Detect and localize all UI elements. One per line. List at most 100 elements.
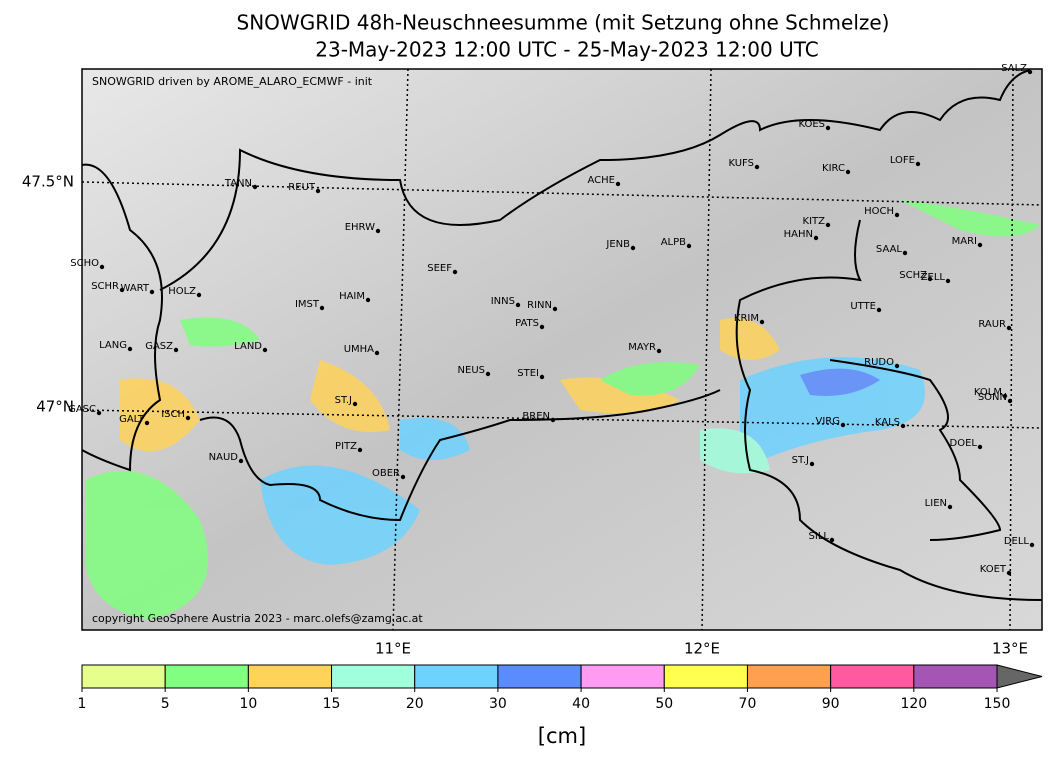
station-label: NEUS [458, 365, 485, 376]
station-label: HAHN [784, 229, 813, 240]
station-dot [829, 537, 835, 543]
colorbar-segment [414, 664, 499, 689]
station-dot [809, 461, 815, 467]
station-dot [825, 222, 831, 228]
colorbar-segment [497, 664, 582, 689]
map: TANN REUTACHEKUFSKOESKIRCLOFESALZEHRWJENB… [68, 63, 1043, 631]
station-label: OBER [372, 468, 400, 479]
station-dot [144, 420, 150, 426]
station-dot [977, 242, 983, 248]
station-dot [630, 245, 636, 251]
station-dot [947, 504, 953, 510]
station-dot [1006, 325, 1012, 331]
station-label: ST.J [335, 395, 352, 406]
station-label: KOES [798, 119, 825, 130]
station-dot [927, 276, 933, 282]
station-label: HOLZ [168, 286, 196, 297]
station-dot [876, 307, 882, 313]
snow-areas [85, 200, 1040, 620]
axis-labels: 47.5°N 47°N 11°E 12°E 13°E [22, 173, 1028, 658]
station-label: BREN [522, 411, 550, 422]
station-label: LAND [234, 341, 262, 352]
station-dot [357, 447, 363, 453]
station-label: RUDO [864, 357, 894, 368]
lon-label: 12°E [684, 640, 720, 658]
station-label: IMST [295, 299, 320, 310]
colorbar-segment [81, 664, 166, 689]
station-label: WART [120, 283, 149, 294]
station-dot [945, 278, 951, 284]
station-dot [550, 417, 556, 423]
station-dot [539, 324, 545, 330]
station-label: UTTE [850, 301, 876, 312]
graticule [81, 68, 1043, 631]
station-label: KRIM [734, 313, 759, 324]
station-label: ACHE [588, 175, 616, 186]
station-dot [400, 474, 406, 480]
station-dot [127, 346, 133, 352]
colorbar-tick-label: 5 [161, 696, 170, 712]
station-label: NAUD [209, 452, 239, 463]
colorbar-segment [913, 664, 998, 689]
station-dot [96, 410, 102, 416]
station-label: LIEN [925, 498, 947, 509]
colorbar-extend [996, 664, 1043, 689]
station-label: HAIM [339, 291, 365, 302]
station-dot [252, 184, 258, 190]
colorbar-segment [830, 664, 915, 689]
station-label: SCHZ [899, 270, 927, 281]
station-dot [686, 243, 692, 249]
station-dot [1029, 542, 1035, 548]
lat-label: 47.5°N [22, 173, 74, 191]
title: SNOWGRID 48h-Neuschneesumme (mit Setzung… [237, 11, 890, 35]
station-dot [515, 302, 521, 308]
station-label: SONN [978, 392, 1007, 403]
station-dot [902, 250, 908, 256]
station-label: HOCH [864, 206, 894, 217]
station-label: MAYR [628, 342, 656, 353]
lat-label: 47°N [36, 398, 74, 416]
station-label: RAUR [978, 319, 1006, 330]
colorbar-tick-label: 120 [900, 696, 927, 712]
station-label: VIRG [816, 416, 841, 427]
station-label: JENB [605, 239, 630, 250]
copyright: copyright GeoSphere Austria 2023 - marc.… [92, 612, 423, 625]
colorbar-tick-label: 20 [406, 696, 424, 712]
station-label: KIRC [822, 163, 845, 174]
station-label: KITZ [803, 216, 826, 227]
station-label: DELL [1004, 536, 1030, 547]
station-dot [149, 289, 155, 295]
station-label: EHRW [345, 222, 375, 233]
colorbar-segment [663, 664, 748, 689]
station-label: RINN [527, 300, 552, 311]
colorbar: 1 5 10 15 20 30 40 50 70 90 120 150 [78, 664, 1043, 712]
colorbar-tick-label: 150 [984, 696, 1011, 712]
colorbar-tick-label: 50 [655, 696, 673, 712]
station-dot [262, 347, 268, 353]
lon-label: 13°E [992, 640, 1028, 658]
station-dot [813, 235, 819, 241]
station-label: KOLM [974, 387, 1002, 398]
station-dot [845, 169, 851, 175]
colorbar-tick-label: 90 [822, 696, 840, 712]
station-dot [615, 181, 621, 187]
station-dot [977, 444, 983, 450]
station-label: SCHR [91, 281, 119, 292]
stations: TANN REUTACHEKUFSKOESKIRCLOFESALZEHRWJENB… [68, 63, 1035, 576]
station-dot [759, 319, 765, 325]
station-dot [315, 188, 321, 194]
station-dot [196, 292, 202, 298]
station-label: SILL [809, 531, 830, 542]
station-label: SEEF [427, 263, 452, 274]
station-label: KOET [980, 564, 1007, 575]
station-label: SAAL [876, 244, 902, 255]
station-dot [552, 306, 558, 312]
colorbar-tick-label: 10 [239, 696, 257, 712]
station-label: REUT [288, 182, 316, 193]
station-dot [173, 347, 179, 353]
station-dot [452, 269, 458, 275]
colorbar-tick-label: 30 [489, 696, 507, 712]
station-label: UMHA [344, 344, 374, 355]
station-dot [900, 423, 906, 429]
